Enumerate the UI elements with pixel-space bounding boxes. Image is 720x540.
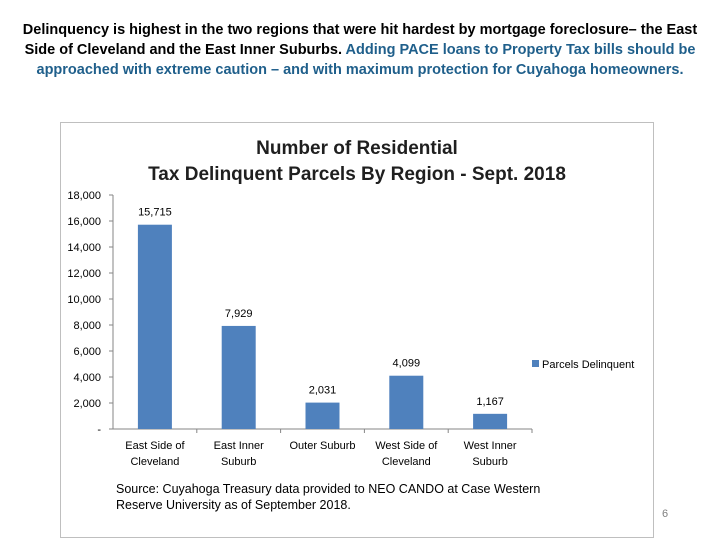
y-tick-label: 18,000: [67, 190, 101, 202]
bar: [473, 413, 508, 429]
y-tick-label: 16,000: [67, 216, 101, 228]
y-tick-label: 2,000: [73, 398, 101, 410]
y-tick-label: 4,000: [73, 372, 101, 384]
data-label: 7,929: [225, 308, 253, 320]
chart-title-line-2: Tax Delinquent Parcels By Region - Sept.…: [148, 164, 566, 185]
y-tick-label: 12,000: [67, 268, 101, 280]
bar: [389, 375, 424, 429]
slide-heading: Delinquency is highest in the two region…: [20, 20, 700, 80]
x-tick-label: Cleveland: [130, 456, 179, 468]
x-tick-label: Cleveland: [382, 456, 431, 468]
source-line-1: Source: Cuyahoga Treasury data provided …: [116, 482, 541, 496]
data-label: 1,167: [476, 396, 504, 408]
x-tick-label: West Inner: [464, 440, 517, 452]
data-label: 15,715: [138, 207, 172, 219]
bar: [137, 224, 172, 429]
y-tick-label: -: [97, 424, 101, 436]
heading-accent-text: Adding PACE loans to Property Tax bills …: [36, 42, 696, 78]
bar: [221, 325, 256, 429]
x-tick-label: West Side of: [375, 440, 438, 452]
x-tick-label: East Side of: [125, 440, 185, 452]
y-tick-label: 6,000: [73, 346, 101, 358]
legend-label: Parcels Delinquent: [542, 359, 634, 371]
y-tick-label: 14,000: [67, 242, 101, 254]
x-tick-label: Suburb: [221, 456, 256, 468]
source-line-2: Reserve University as of September 2018.: [116, 498, 351, 512]
data-label: 2,031: [309, 385, 337, 397]
page-number: 6: [662, 508, 669, 520]
chart-title-line-1: Number of Residential: [256, 138, 458, 159]
x-tick-label: Suburb: [472, 456, 507, 468]
x-tick-label: East Inner: [214, 440, 264, 452]
chart-title: Number of Residential Tax Delinquent Par…: [62, 136, 652, 188]
heading-main-text: Delinquency is highest in the two region…: [22, 22, 698, 58]
data-label: 4,099: [393, 358, 421, 370]
source-note: Source: Cuyahoga Treasury data provided …: [116, 481, 556, 513]
bar: [305, 402, 340, 429]
x-tick-label: Outer Suburb: [289, 440, 355, 452]
y-tick-label: 10,000: [67, 294, 101, 306]
legend-swatch: [532, 360, 539, 367]
y-tick-label: 8,000: [73, 320, 101, 332]
